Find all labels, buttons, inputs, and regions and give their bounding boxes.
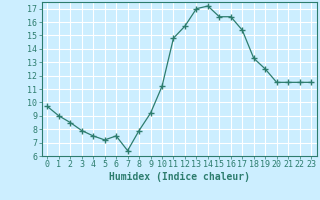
X-axis label: Humidex (Indice chaleur): Humidex (Indice chaleur) <box>109 172 250 182</box>
